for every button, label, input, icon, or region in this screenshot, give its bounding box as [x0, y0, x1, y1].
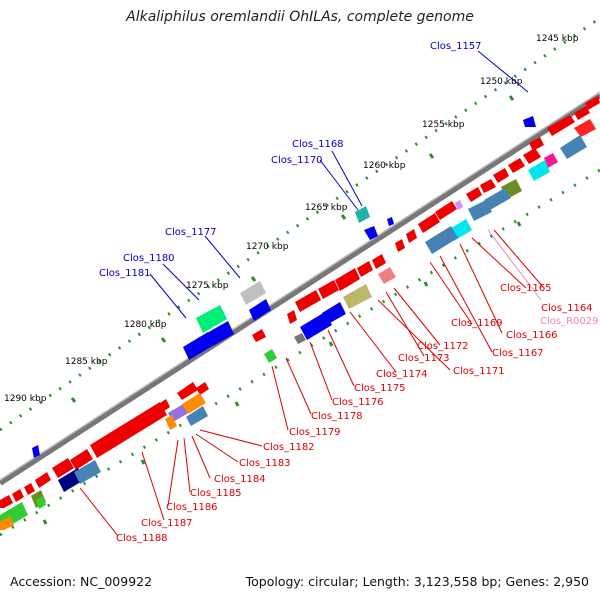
gene-label: Clos_1182: [263, 442, 315, 453]
gene-label: Clos_1187: [141, 518, 193, 529]
gene-label: Clos_1165: [500, 283, 552, 294]
genome-title: Alkaliphilus oremlandii OhILAs, complete…: [126, 9, 474, 25]
gene-label: Clos_1188: [116, 533, 168, 544]
rna-gene-label: Clos_R0029: [540, 316, 599, 327]
gene-label: Clos_1168: [292, 139, 344, 150]
gene-label: Clos_1170: [271, 155, 323, 166]
major-ticks: [42, 95, 522, 525]
scale-tick-label: 1270 kbp: [246, 242, 289, 252]
scale-tick-label: 1250 kbp: [480, 77, 523, 87]
gene-label: Clos_1173: [398, 353, 450, 364]
gene-label: Clos_1157: [430, 41, 482, 52]
gene-label: Clos_1167: [492, 348, 544, 359]
forward-strand-genes: [0, 96, 600, 530]
gene-label: Clos_1181: [99, 268, 151, 279]
scale-tick-label: 1255 kbp: [422, 120, 465, 130]
gene-label: Clos_1171: [453, 366, 505, 377]
scale-tick-label: 1265 kbp: [305, 203, 348, 213]
scale-tick-label: 1275 kbp: [186, 281, 229, 291]
gene-label: Clos_1166: [506, 330, 558, 341]
label-leader-lines: [79, 50, 544, 537]
genome-backbone: [0, 92, 600, 486]
outer-tick-track: [0, 16, 600, 432]
scale-tick-label: 1245 kbp: [536, 34, 579, 44]
gene-label: Clos_1184: [214, 474, 266, 485]
gene-label: Clos_1174: [376, 369, 428, 380]
gene-label: Clos_1172: [417, 341, 469, 352]
accession-label: Accession: NC_009922: [10, 574, 153, 589]
scale-tick-label: 1285 kbp: [65, 357, 108, 367]
gene-label: Clos_1164: [541, 303, 593, 314]
gene-label: Clos_1175: [354, 383, 406, 394]
outer-genes: [32, 206, 394, 458]
gene-label: Clos_1178: [311, 411, 363, 422]
scale-labels: 1245 kbp 1250 kbp 1255 kbp 1260 kbp 1265 kbp…: [4, 34, 579, 404]
feature-labels: Clos_1157 Clos_1168 Clos_1170 Clos_1177 Clos…: [99, 41, 599, 544]
gene-label: Clos_1186: [166, 502, 218, 513]
inner-tick-track: [0, 168, 600, 537]
gene-label: Clos_1176: [332, 397, 384, 408]
scale-tick-label: 1280 kbp: [124, 320, 167, 330]
gene-label: Clos_1169: [451, 318, 503, 329]
gene-label: Clos_1177: [165, 227, 217, 238]
topology-label: Topology: circular; Length: 3,123,558 bp…: [245, 574, 589, 589]
gene-label: Clos_1180: [123, 253, 175, 264]
gene-label: Clos_1183: [239, 458, 291, 469]
scale-tick-label: 1290 kbp: [4, 394, 47, 404]
scale-tick-label: 1260 kbp: [363, 161, 406, 171]
gene-label: Clos_1179: [289, 427, 341, 438]
gene-label: Clos_1185: [190, 488, 242, 499]
